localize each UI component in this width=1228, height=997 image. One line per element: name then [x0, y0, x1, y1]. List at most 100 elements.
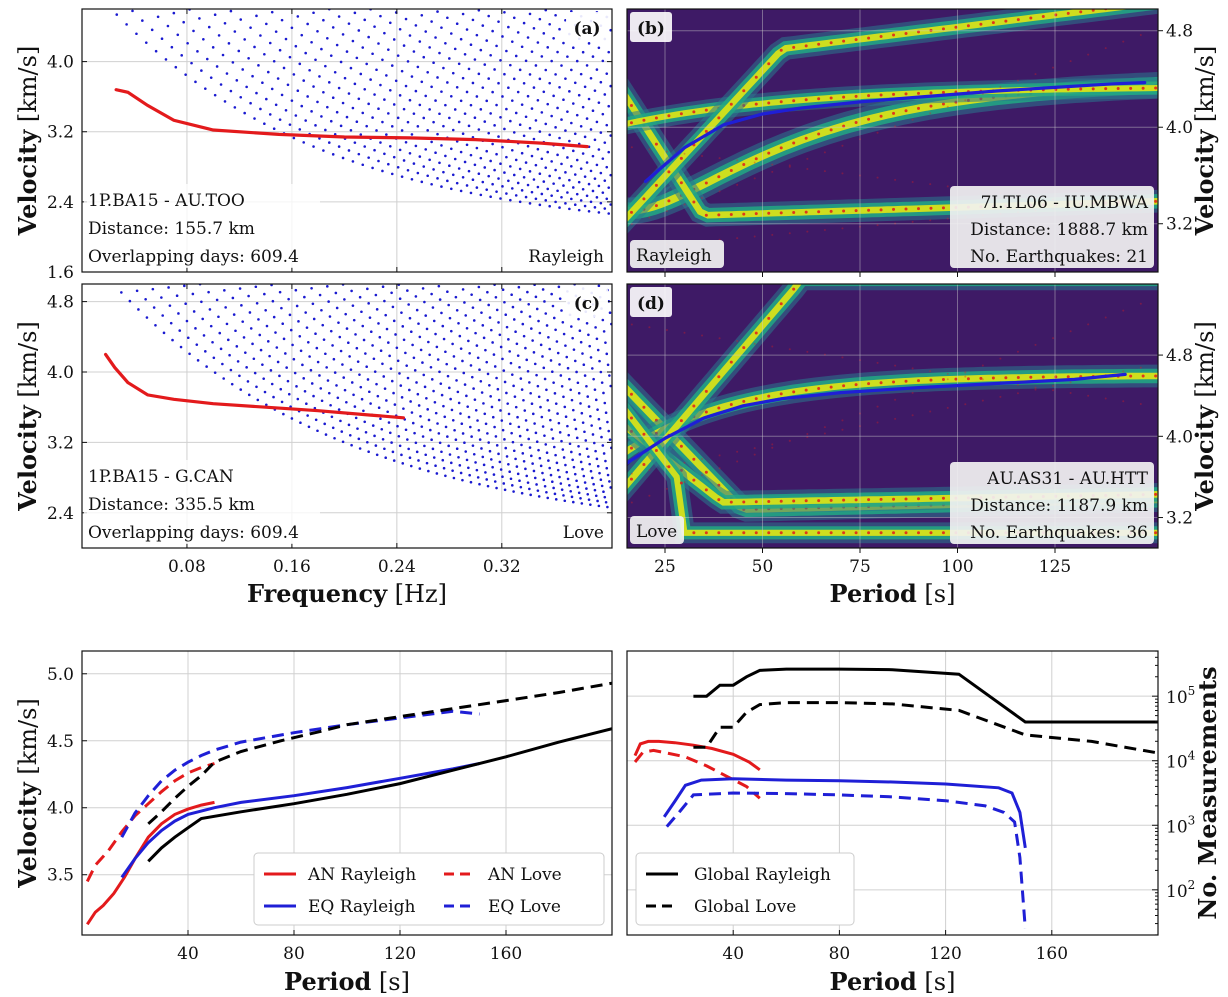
mode-dot: [512, 131, 516, 134]
faint-red-dot: [1034, 343, 1037, 346]
red-mode-dot: [1029, 375, 1033, 379]
mode-dot: [322, 90, 325, 94]
mode-dot: [141, 19, 144, 22]
mode-dot: [345, 50, 349, 53]
mode-dot: [544, 166, 548, 169]
red-mode-dot: [1167, 374, 1170, 377]
mode-dot: [485, 99, 489, 103]
red-mode-dot: [742, 500, 746, 504]
mode-dot: [420, 80, 424, 84]
mode-dot: [430, 20, 433, 23]
mode-dot: [509, 119, 512, 123]
mode-dot: [145, 316, 149, 319]
red-mode-dot: [1079, 277, 1082, 280]
red-mode-dot: [1116, 86, 1120, 90]
red-mode-dot: [892, 531, 896, 535]
mode-dot: [350, 443, 353, 447]
red-mode-dot: [854, 531, 858, 535]
mode-dot: [501, 357, 504, 361]
mode-dot: [540, 55, 544, 58]
mode-dot: [379, 141, 382, 144]
mode-dot: [422, 373, 426, 377]
mode-dot: [476, 476, 480, 479]
mode-dot: [455, 181, 459, 185]
mode-dot: [417, 459, 420, 462]
mode-dot: [225, 72, 229, 75]
mode-dot: [410, 411, 414, 414]
mode-dot: [587, 209, 591, 213]
mode-dot: [296, 397, 300, 401]
mode-dot: [553, 392, 557, 395]
x-tick-label: 160: [1036, 944, 1068, 964]
red-mode-dots: [629, 9, 1108, 214]
mode-dot: [306, 414, 309, 417]
mode-dot: [475, 468, 479, 472]
mode-dot: [541, 288, 545, 291]
mode-dot: [322, 149, 325, 152]
mode-dot: [363, 420, 367, 424]
mode-dot: [422, 116, 426, 120]
mode-dot: [272, 127, 276, 131]
mode-dot: [531, 339, 534, 342]
mode-dot: [120, 291, 123, 294]
mode-dot: [537, 319, 540, 323]
mode-dot: [505, 49, 508, 53]
mode-dot: [565, 355, 569, 359]
red-mode-dot: [1154, 199, 1158, 203]
mode-dot: [444, 350, 447, 354]
faint-red-dot: [753, 447, 756, 450]
mode-dot: [463, 160, 467, 164]
mode-dot: [573, 472, 577, 476]
mode-dot: [369, 402, 372, 405]
red-mode-dot: [767, 499, 771, 503]
mode-dot: [320, 47, 323, 51]
mode-dot: [518, 434, 522, 438]
mode-dot: [601, 59, 605, 63]
mode-dot: [295, 304, 299, 308]
faint-red-dot: [1034, 386, 1037, 389]
mode-dot: [469, 43, 473, 47]
red-mode-dot: [704, 470, 708, 474]
mode-dot: [534, 119, 538, 122]
mode-dot: [542, 180, 546, 183]
mode-dot: [331, 153, 335, 156]
mode-dot: [583, 135, 587, 139]
faint-red-dot: [841, 428, 844, 431]
mode-dot: [540, 157, 544, 161]
mode-dot: [243, 38, 246, 41]
mode-dot: [587, 498, 591, 501]
mode-dot: [422, 55, 426, 59]
info-line: No. Earthquakes: 21: [970, 247, 1148, 267]
mode-dot: [390, 125, 394, 128]
mode-dot: [392, 103, 396, 106]
faint-red-dot: [964, 403, 967, 406]
faint-red-dot: [946, 217, 949, 220]
mode-dot: [473, 398, 477, 401]
mode-dot: [589, 76, 593, 80]
mode-dot: [298, 128, 302, 131]
faint-red-dot: [736, 183, 739, 186]
faint-red-dot: [753, 342, 756, 345]
red-mode-dot: [842, 498, 846, 502]
mode-dot: [577, 208, 581, 212]
mode-dot: [450, 408, 454, 412]
red-mode-dot: [754, 75, 758, 79]
mode-dot: [226, 338, 230, 342]
mode-dot: [505, 192, 508, 195]
mode-dot: [524, 467, 527, 471]
mode-dot: [217, 34, 221, 37]
mode-dot: [465, 90, 469, 94]
mode-dot: [589, 469, 593, 473]
mode-dot: [306, 22, 309, 26]
red-mode-dot: [979, 22, 983, 26]
legend-box: [635, 852, 855, 926]
mode-dot: [432, 456, 436, 459]
mode-dot: [414, 89, 418, 93]
red-mode-dot: [941, 27, 945, 31]
faint-red-dot: [1104, 316, 1107, 319]
mode-dot: [528, 170, 532, 173]
red-mode-dot: [1179, 199, 1182, 202]
mode-dot: [329, 119, 333, 123]
legend-label: AN Love: [487, 865, 562, 885]
mode-dot: [463, 301, 466, 304]
